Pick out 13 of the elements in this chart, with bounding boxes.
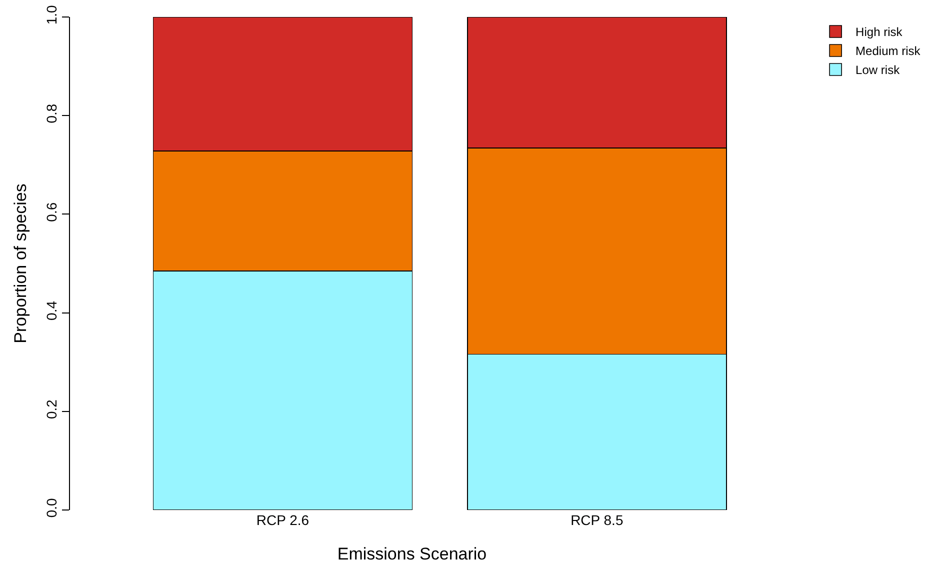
y-tick-label: 0.0 — [43, 498, 60, 518]
y-axis-title: Proportion of species — [11, 184, 30, 344]
y-tick-label: 0.8 — [43, 104, 60, 124]
legend-label: Low risk — [856, 63, 901, 78]
x-tick-label: RCP 8.5 — [570, 512, 624, 528]
legend-label: High risk — [856, 25, 904, 40]
y-tick-label: 0.6 — [43, 202, 60, 222]
x-tick-label: RCP 2.6 — [256, 512, 310, 528]
y-tick-label: 0.4 — [43, 300, 60, 320]
x-axis-title: Emissions Scenario — [337, 544, 487, 564]
legend-label: Medium risk — [856, 44, 922, 58]
y-tick-label: 1.0 — [43, 4, 60, 25]
y-tick-label: 0.2 — [43, 399, 60, 420]
